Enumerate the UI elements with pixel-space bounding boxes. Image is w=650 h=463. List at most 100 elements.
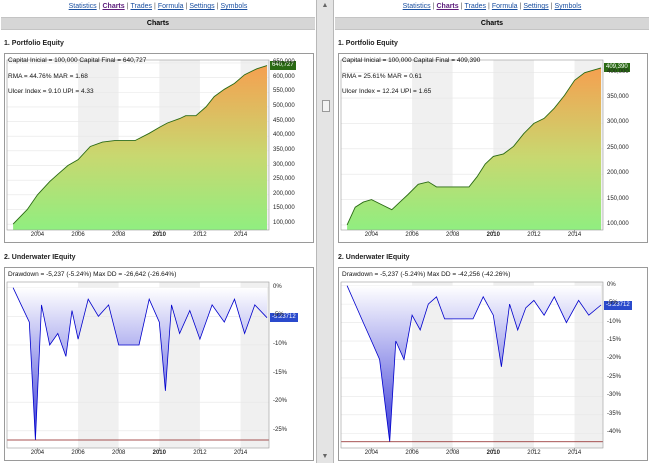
y-tick-label: 150,000 <box>607 195 629 202</box>
equity-line <box>12 65 268 225</box>
underwater-section-title: 2. Underwater IEquity <box>338 254 410 261</box>
y-tick-label: 400,000 <box>607 68 629 75</box>
y-tick-label: 150,000 <box>273 205 295 212</box>
x-tick-label: 2008 <box>446 232 460 238</box>
y-tick-label: 650,000 <box>273 58 295 65</box>
nav-trades[interactable]: Trades <box>464 3 487 10</box>
y-tick-label: 250,000 <box>607 144 629 151</box>
equity-area <box>347 67 601 231</box>
nav-separator: | <box>550 3 553 10</box>
y-tick-label: 0% <box>273 283 282 290</box>
y-tick-label: 550,000 <box>273 88 295 95</box>
nav-formula[interactable]: Formula <box>157 3 184 10</box>
nav-settings[interactable]: Settings <box>189 3 215 10</box>
y-tick-label: -25% <box>273 426 288 433</box>
y-tick-label: 0% <box>607 281 616 288</box>
nav-separator: | <box>460 3 463 10</box>
x-tick-label: 2006 <box>71 232 85 238</box>
left-pane: Statistics | Charts | Trades | Formula | Setting… <box>0 0 316 463</box>
nav-separator: | <box>432 3 435 10</box>
y-tick-label: 450,000 <box>273 117 295 124</box>
plot-frame <box>340 281 604 449</box>
underwater-chart: Drawdown = -5,237 (-5.24%) Max DD = -26,… <box>4 267 314 461</box>
equity-chart: Capital Inicial = 100,000 Capital Final … <box>338 53 648 243</box>
x-tick-label: 2010 <box>152 232 166 238</box>
splitter-grip-icon[interactable] <box>322 100 330 112</box>
nav-separator: | <box>488 3 490 10</box>
x-tick-label: 2014 <box>567 232 582 238</box>
page-title: Charts <box>1 17 315 30</box>
capital-stat: Capital Inicial = 100,000 Capital Final … <box>342 57 481 64</box>
underwater-section-title: 2. Underwater IEquity <box>4 254 76 261</box>
y-tick-label: -10% <box>273 340 288 347</box>
scroll-up-icon[interactable]: ▲ <box>321 2 329 9</box>
x-tick-label: 2010 <box>152 450 166 456</box>
equity-chart-svg <box>6 59 270 233</box>
nav-separator: | <box>98 3 101 10</box>
underwater-chart-svg <box>340 281 604 451</box>
plot-frame <box>6 281 270 449</box>
pane-splitter[interactable]: ▲ ▼ <box>316 0 334 463</box>
report-nav: Statistics | Charts | Trades | Formula | Setting… <box>0 3 316 10</box>
equity-value-flag: 409,390 <box>604 63 630 73</box>
nav-symbols[interactable]: Symbols <box>220 3 248 10</box>
nav-formula[interactable]: Formula <box>491 3 518 10</box>
drawdown-value-flag: -5.23712 <box>604 300 632 310</box>
plot-frame <box>6 59 270 231</box>
nav-symbols[interactable]: Symbols <box>554 3 582 10</box>
x-tick-label: 2006 <box>405 232 419 238</box>
drawdown-value-flag: -5.23712 <box>270 313 298 323</box>
drawdown-line <box>346 285 602 442</box>
nav-separator: | <box>126 3 129 10</box>
y-tick-label: -30% <box>607 392 622 399</box>
nav-settings[interactable]: Settings <box>523 3 549 10</box>
x-tick-label: 2014 <box>233 232 248 238</box>
rma-stat: RMA = 25.61% MAR = 0.61 <box>342 73 422 80</box>
x-tick-label: 2004 <box>30 450 45 456</box>
nav-statistics[interactable]: Statistics <box>68 3 97 10</box>
x-tick-label: 2008 <box>112 450 126 456</box>
y-tick-label: -25% <box>607 373 622 380</box>
nav-charts[interactable]: Charts <box>102 3 125 10</box>
drawdown-area <box>347 285 601 442</box>
nav-separator: | <box>216 3 219 10</box>
scroll-down-icon[interactable]: ▼ <box>321 453 329 460</box>
y-tick-label: 200,000 <box>273 190 295 197</box>
x-tick-label: 2012 <box>527 232 541 238</box>
equity-section-title: 1. Portfolio Equity <box>338 40 398 47</box>
x-tick-label: 2008 <box>112 232 126 238</box>
equity-value-flag: 640,727 <box>270 61 296 71</box>
y-tick-label: -15% <box>607 337 622 344</box>
y-tick-label: 400,000 <box>273 132 295 139</box>
y-tick-label: 500,000 <box>273 102 295 109</box>
capital-stat: Capital Inicial = 100,000 Capital Final … <box>8 57 147 64</box>
nav-separator: | <box>154 3 156 10</box>
x-tick-label: 2012 <box>193 450 207 456</box>
equity-area <box>13 65 267 230</box>
right-pane: Statistics | Charts | Trades | Formula | Setting… <box>334 0 650 463</box>
y-tick-label: 300,000 <box>273 161 295 168</box>
y-tick-label: -20% <box>273 398 288 405</box>
y-tick-label: 200,000 <box>607 170 629 177</box>
y-tick-label: 100,000 <box>273 220 295 227</box>
nav-separator: | <box>519 3 522 10</box>
x-tick-label: 2004 <box>30 232 45 238</box>
y-tick-label: 350,000 <box>607 94 629 101</box>
y-tick-label: 350,000 <box>273 146 295 153</box>
x-tick-label: 2008 <box>446 450 460 456</box>
y-tick-label: 600,000 <box>273 73 295 80</box>
drawdown-line <box>12 287 268 441</box>
underwater-chart: Drawdown = -5,237 (-5.24%) Max DD = -42,… <box>338 267 648 461</box>
equity-line <box>346 67 602 226</box>
y-tick-label: -15% <box>273 369 288 376</box>
nav-charts[interactable]: Charts <box>436 3 459 10</box>
y-tick-label: 100,000 <box>607 220 629 227</box>
equity-section-title: 1. Portfolio Equity <box>4 40 64 47</box>
x-tick-label: 2012 <box>527 450 541 456</box>
nav-separator: | <box>185 3 188 10</box>
equity-chart: Capital Inicial = 100,000 Capital Final … <box>4 53 314 243</box>
y-tick-label: -40% <box>607 429 622 436</box>
nav-trades[interactable]: Trades <box>130 3 153 10</box>
nav-statistics[interactable]: Statistics <box>402 3 431 10</box>
drawdown-stat: Drawdown = -5,237 (-5.24%) Max DD = -42,… <box>342 271 511 278</box>
